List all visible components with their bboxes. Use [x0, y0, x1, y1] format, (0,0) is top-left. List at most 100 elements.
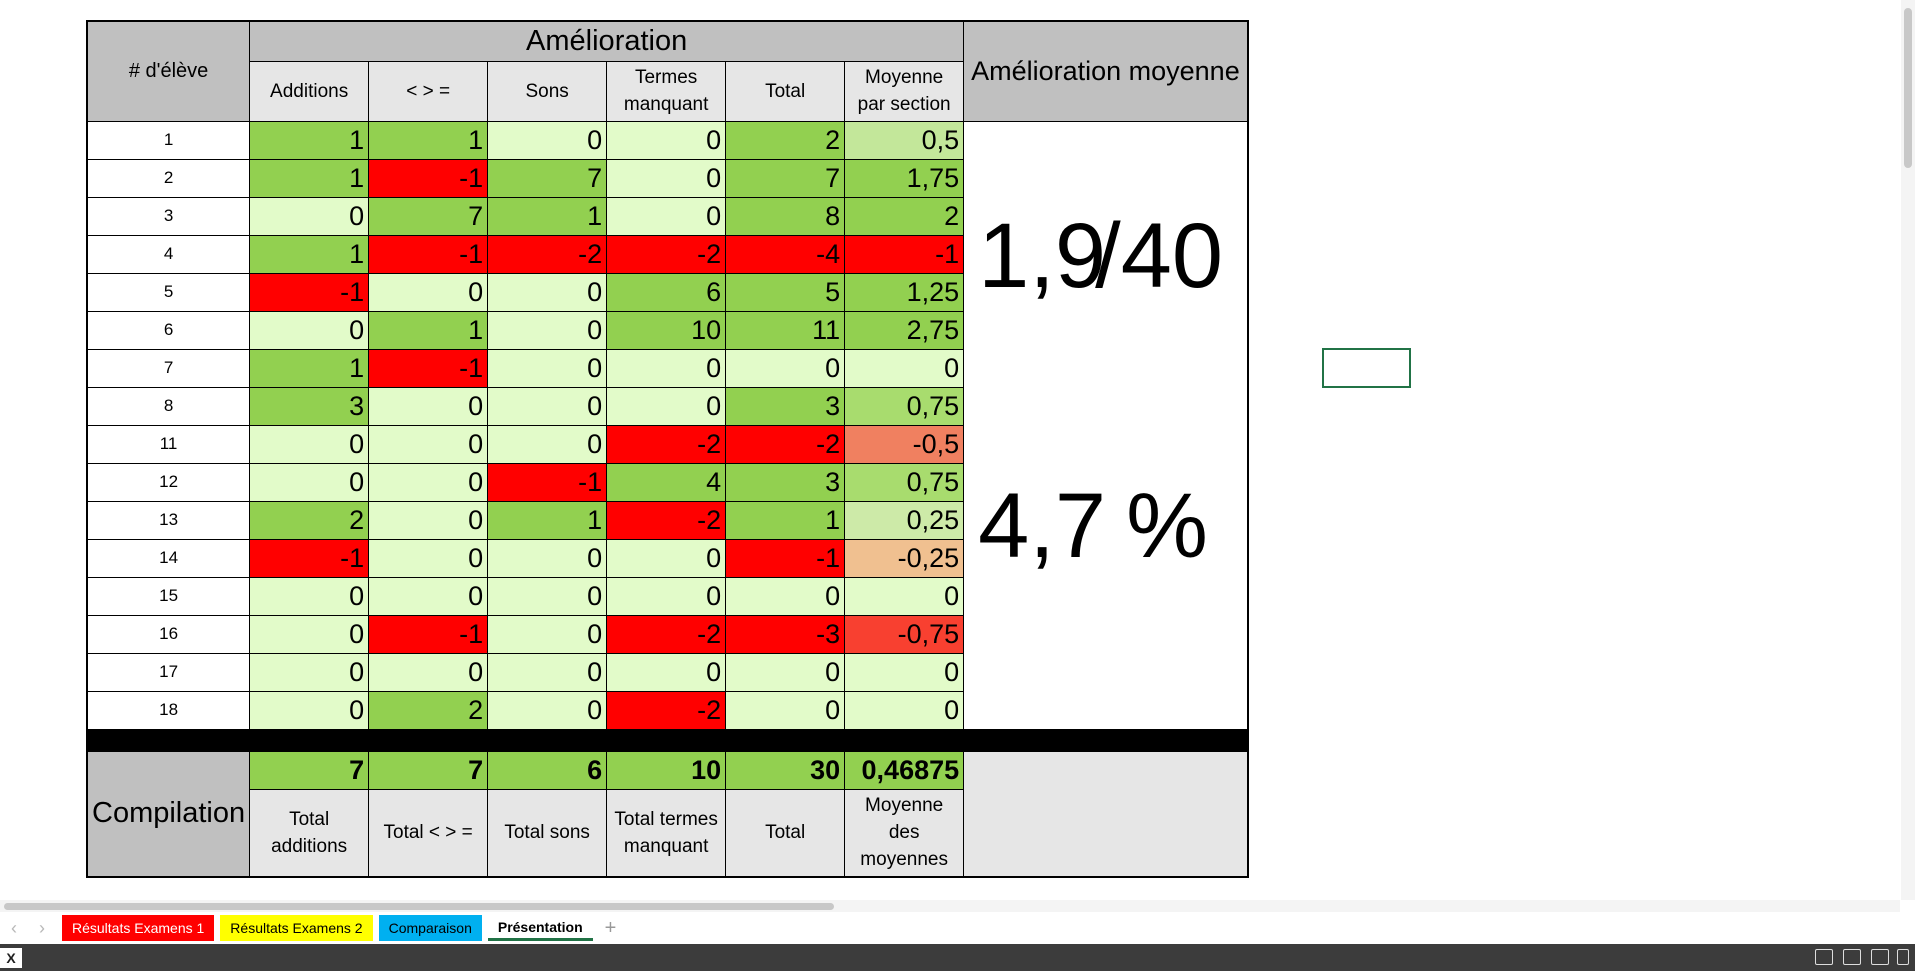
- value-cell[interactable]: 0: [725, 348, 846, 388]
- value-cell[interactable]: 0: [368, 538, 489, 578]
- value-cell[interactable]: 0: [606, 652, 727, 692]
- value-cell[interactable]: -1: [725, 538, 846, 578]
- value-cell[interactable]: 1: [249, 120, 370, 160]
- value-cell[interactable]: 0: [725, 576, 846, 616]
- compilation-label-cell[interactable]: Moyenne des moyennes: [844, 788, 965, 878]
- tab-presentation[interactable]: Présentation: [487, 915, 593, 941]
- page-layout-icon[interactable]: [1871, 949, 1889, 965]
- accessibility-icon[interactable]: [1843, 949, 1861, 965]
- value-cell[interactable]: 1,25: [844, 272, 965, 312]
- column-header[interactable]: < > =: [368, 60, 489, 122]
- value-cell[interactable]: 0: [487, 310, 608, 350]
- value-cell[interactable]: -4: [725, 234, 846, 274]
- student-id-cell[interactable]: 14: [86, 538, 251, 578]
- value-cell[interactable]: 5: [725, 272, 846, 312]
- value-cell[interactable]: -1: [487, 462, 608, 502]
- value-cell[interactable]: 7: [725, 158, 846, 198]
- value-cell[interactable]: 0: [487, 538, 608, 578]
- student-id-cell[interactable]: 11: [86, 424, 251, 464]
- value-cell[interactable]: -3: [725, 614, 846, 654]
- value-cell[interactable]: -0,75: [844, 614, 965, 654]
- average-summary-cell[interactable]: 1,9/40 4,7%: [963, 120, 1249, 730]
- value-cell[interactable]: 0,5: [844, 120, 965, 160]
- value-cell[interactable]: 0: [725, 652, 846, 692]
- value-cell[interactable]: 0: [606, 538, 727, 578]
- value-cell[interactable]: 2: [368, 690, 489, 730]
- value-cell[interactable]: 1: [249, 234, 370, 274]
- value-cell[interactable]: 2: [249, 500, 370, 540]
- value-cell[interactable]: 1: [487, 500, 608, 540]
- value-cell[interactable]: 1: [725, 500, 846, 540]
- value-cell[interactable]: 0: [487, 614, 608, 654]
- value-cell[interactable]: 0: [606, 386, 727, 426]
- compilation-label-cell[interactable]: Total termes manquant: [606, 788, 727, 878]
- value-cell[interactable]: 0: [368, 462, 489, 502]
- compilation-label[interactable]: Compilation: [86, 750, 251, 878]
- student-id-cell[interactable]: 8: [86, 386, 251, 426]
- value-cell[interactable]: -0,25: [844, 538, 965, 578]
- value-cell[interactable]: 0: [249, 576, 370, 616]
- value-cell[interactable]: 1: [487, 196, 608, 236]
- horizontal-scroll-thumb[interactable]: [4, 903, 834, 910]
- value-cell[interactable]: 0: [249, 196, 370, 236]
- selected-cell[interactable]: [1322, 348, 1411, 388]
- compilation-label-cell[interactable]: Total sons: [487, 788, 608, 878]
- student-id-cell[interactable]: 1: [86, 120, 251, 160]
- value-cell[interactable]: 0: [249, 310, 370, 350]
- value-cell[interactable]: 0: [487, 690, 608, 730]
- value-cell[interactable]: -1: [368, 614, 489, 654]
- value-cell[interactable]: -1: [368, 348, 489, 388]
- compilation-value-cell[interactable]: 7: [249, 750, 370, 790]
- student-id-cell[interactable]: 15: [86, 576, 251, 616]
- student-id-cell[interactable]: 17: [86, 652, 251, 692]
- student-id-cell[interactable]: 7: [86, 348, 251, 388]
- vertical-scrollbar[interactable]: [1901, 0, 1915, 900]
- value-cell[interactable]: 1: [249, 348, 370, 388]
- value-cell[interactable]: 0: [844, 690, 965, 730]
- compilation-label-cell[interactable]: Total additions: [249, 788, 370, 878]
- value-cell[interactable]: -2: [606, 690, 727, 730]
- page-settings-icon[interactable]: [1815, 949, 1833, 965]
- value-cell[interactable]: -2: [487, 234, 608, 274]
- window-resize-icon[interactable]: [1897, 949, 1909, 965]
- value-cell[interactable]: -2: [606, 614, 727, 654]
- value-cell[interactable]: 0: [844, 652, 965, 692]
- value-cell[interactable]: 0: [249, 424, 370, 464]
- value-cell[interactable]: -1: [844, 234, 965, 274]
- student-id-cell[interactable]: 13: [86, 500, 251, 540]
- compilation-label-cell[interactable]: Total < > =: [368, 788, 489, 878]
- value-cell[interactable]: 1,75: [844, 158, 965, 198]
- value-cell[interactable]: 0: [249, 652, 370, 692]
- compilation-label-cell[interactable]: Total: [725, 788, 846, 878]
- value-cell[interactable]: 0: [487, 576, 608, 616]
- compilation-value-cell[interactable]: 10: [606, 750, 727, 790]
- compilation-value-cell[interactable]: 0,46875: [844, 750, 965, 790]
- student-id-cell[interactable]: 5: [86, 272, 251, 312]
- value-cell[interactable]: 4: [606, 462, 727, 502]
- value-cell[interactable]: 0: [368, 272, 489, 312]
- value-cell[interactable]: -1: [249, 272, 370, 312]
- tab-resultats-examens-1[interactable]: Résultats Examens 1: [62, 915, 215, 941]
- value-cell[interactable]: 3: [725, 462, 846, 502]
- compilation-value-cell[interactable]: 30: [725, 750, 846, 790]
- value-cell[interactable]: 0,25: [844, 500, 965, 540]
- tab-comparaison[interactable]: Comparaison: [378, 915, 482, 941]
- value-cell[interactable]: 1: [249, 158, 370, 198]
- chevron-right-icon[interactable]: ›: [39, 917, 45, 938]
- compilation-blank-cell[interactable]: [963, 750, 1249, 878]
- average-improvement-header[interactable]: Amélioration moyenne: [963, 20, 1249, 122]
- value-cell[interactable]: 0,75: [844, 462, 965, 502]
- value-cell[interactable]: 0,75: [844, 386, 965, 426]
- value-cell[interactable]: 0: [606, 196, 727, 236]
- value-cell[interactable]: 0: [606, 348, 727, 388]
- value-cell[interactable]: 2: [844, 196, 965, 236]
- value-cell[interactable]: 0: [487, 272, 608, 312]
- vertical-scroll-thumb[interactable]: [1904, 8, 1912, 168]
- value-cell[interactable]: 0: [368, 386, 489, 426]
- student-id-cell[interactable]: 2: [86, 158, 251, 198]
- value-cell[interactable]: 0: [487, 652, 608, 692]
- value-cell[interactable]: -0,5: [844, 424, 965, 464]
- chevron-left-icon[interactable]: ‹: [11, 917, 17, 938]
- value-cell[interactable]: 2: [725, 120, 846, 160]
- value-cell[interactable]: 0: [487, 348, 608, 388]
